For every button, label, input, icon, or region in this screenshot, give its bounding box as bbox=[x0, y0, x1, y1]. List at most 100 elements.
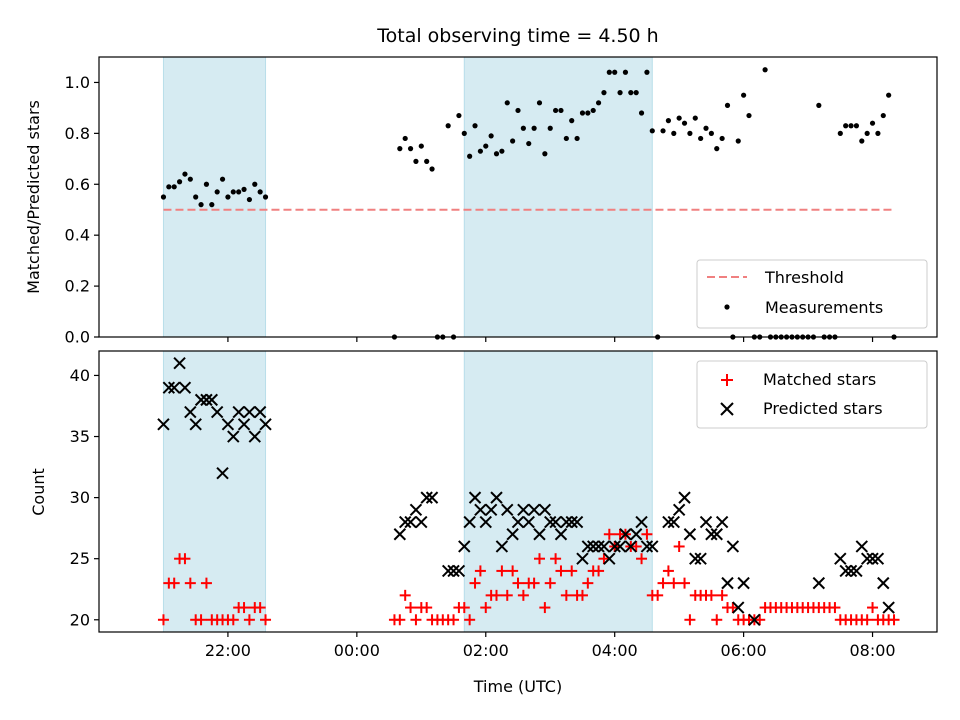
predicted-point-47 bbox=[549, 515, 562, 529]
matched-point-109 bbox=[867, 602, 879, 614]
y-tick-label-2: 0.4 bbox=[65, 226, 90, 245]
bottom-axes-frame bbox=[98, 350, 938, 633]
legend-predicted-label: Predicted stars bbox=[763, 399, 883, 418]
matched-point-13 bbox=[227, 614, 239, 626]
predicted-stars-points bbox=[157, 357, 895, 626]
matched-point-83 bbox=[727, 602, 739, 614]
measurement-point-112 bbox=[886, 92, 892, 98]
measurement-point-13 bbox=[230, 189, 236, 195]
matched-point-56 bbox=[582, 577, 594, 589]
bottom-x-axis: 22:00 00:00 02:00 04:00 06:00 08:00 bbox=[205, 632, 896, 660]
predicted-point-81 bbox=[748, 613, 761, 626]
predicted-point-31 bbox=[463, 515, 476, 529]
matched-point-55 bbox=[576, 589, 588, 601]
matched-point-8 bbox=[200, 577, 212, 589]
measurement-point-66 bbox=[638, 110, 645, 116]
predicted-point-84 bbox=[839, 564, 852, 578]
matched-point-48 bbox=[539, 602, 551, 614]
observing-window-shading-lower bbox=[162, 350, 653, 633]
measurement-point-23 bbox=[407, 146, 414, 152]
measurement-point-43 bbox=[515, 107, 521, 114]
predicted-point-75 bbox=[710, 528, 723, 541]
matched-point-46 bbox=[528, 577, 540, 589]
predicted-point-28 bbox=[447, 564, 460, 578]
predicted-point-41 bbox=[517, 503, 530, 517]
y-tick-label-5: 1.0 bbox=[65, 73, 90, 92]
measurement-point-72 bbox=[671, 130, 677, 136]
bottom-legend-frame bbox=[696, 360, 928, 429]
matched-point-80 bbox=[711, 614, 723, 626]
measurement-point-110 bbox=[875, 130, 881, 136]
top-y-axis-title: Matched/Predicted stars bbox=[24, 100, 43, 294]
matched-point-31 bbox=[448, 614, 460, 626]
matched-point-39 bbox=[491, 589, 503, 601]
measurement-point-37 bbox=[483, 143, 489, 149]
measurement-point-32 bbox=[456, 112, 462, 119]
predicted-point-59 bbox=[613, 540, 627, 553]
top-legend: Threshold Measurements bbox=[696, 259, 928, 329]
chart-title: Total observing time = 4.50 h bbox=[376, 25, 658, 47]
matched-point-0 bbox=[157, 614, 169, 626]
measurement-point-52 bbox=[563, 135, 569, 142]
measurement-point-38 bbox=[488, 133, 494, 139]
predicted-point-15 bbox=[237, 418, 251, 431]
matched-point-52 bbox=[560, 589, 572, 601]
predicted-point-66 bbox=[662, 515, 675, 529]
predicted-point-74 bbox=[705, 528, 718, 541]
matched-point-21 bbox=[394, 614, 406, 626]
count-panel: 20 25 30 35 40 22:00 00:00 02:00 04:00 06:00 08:0… bbox=[29, 350, 938, 696]
matched-point-34 bbox=[464, 614, 476, 626]
predicted-point-65 bbox=[646, 540, 659, 553]
measurement-point-105 bbox=[848, 123, 854, 129]
predicted-point-83 bbox=[834, 552, 847, 565]
matched-point-44 bbox=[517, 589, 529, 601]
x-tick-label-3: 04:00 bbox=[592, 641, 638, 660]
measurement-point-54 bbox=[574, 135, 580, 142]
predicted-point-52 bbox=[576, 552, 589, 565]
measurement-point-99 bbox=[816, 102, 822, 108]
measurement-point-12 bbox=[225, 194, 231, 200]
measurement-point-51 bbox=[558, 107, 564, 114]
predicted-point-11 bbox=[216, 466, 229, 480]
measurement-point-79 bbox=[708, 130, 714, 136]
predicted-point-54 bbox=[586, 540, 600, 553]
ratio-panel: Total observing time = 4.50 h 0.00.20.40… bbox=[24, 25, 938, 347]
predicted-point-76 bbox=[715, 515, 729, 529]
predicted-point-46 bbox=[544, 515, 557, 529]
matched-point-33 bbox=[458, 602, 470, 614]
measurement-point-77 bbox=[698, 135, 704, 142]
predicted-point-4 bbox=[178, 381, 192, 394]
matched-point-66 bbox=[636, 553, 648, 565]
bottom-y-axis-title: Count bbox=[29, 468, 48, 516]
measurement-point-42 bbox=[510, 138, 516, 144]
measurement-point-70 bbox=[660, 128, 666, 134]
predicted-point-1 bbox=[162, 381, 176, 394]
predicted-point-78 bbox=[726, 540, 740, 553]
shaded-interval-1 bbox=[463, 56, 653, 338]
predicted-point-16 bbox=[243, 405, 256, 419]
predicted-point-69 bbox=[678, 491, 691, 504]
predicted-point-23 bbox=[409, 503, 423, 517]
predicted-point-30 bbox=[458, 540, 471, 553]
observing-window-shading bbox=[162, 56, 653, 338]
matched-point-22 bbox=[399, 589, 411, 601]
predicted-point-5 bbox=[184, 405, 197, 419]
predicted-point-48 bbox=[554, 528, 568, 541]
measurement-point-55 bbox=[579, 110, 586, 116]
predicted-point-10 bbox=[210, 405, 224, 419]
bottom-y-axis: 20 25 30 35 40 bbox=[70, 366, 99, 629]
predicted-point-89 bbox=[866, 552, 879, 565]
matched-point-40 bbox=[496, 565, 508, 577]
matched-point-5 bbox=[184, 577, 196, 589]
y-tick-label-1: 25 bbox=[70, 549, 90, 568]
measurement-point-73 bbox=[676, 115, 682, 121]
measurement-point-80 bbox=[714, 146, 720, 152]
measurement-point-53 bbox=[569, 118, 575, 124]
legend-measurements-swatch bbox=[724, 304, 730, 310]
measurement-point-14 bbox=[236, 189, 242, 195]
matched-point-74 bbox=[679, 577, 691, 589]
y-tick-label-1: 0.2 bbox=[65, 277, 90, 296]
y-tick-label-0: 20 bbox=[70, 610, 90, 629]
measurement-point-104 bbox=[843, 123, 849, 129]
measurement-point-44 bbox=[520, 125, 526, 131]
